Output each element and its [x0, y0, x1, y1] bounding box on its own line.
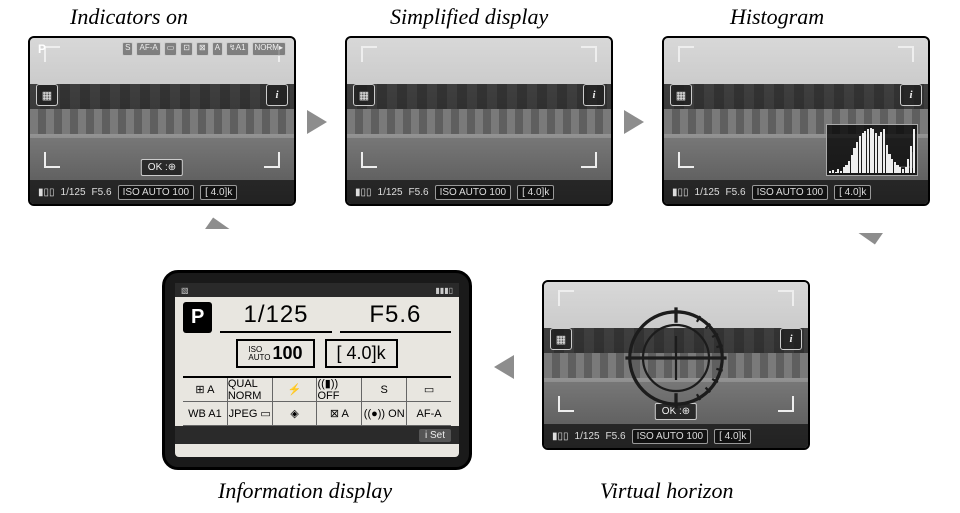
liveview-touch-icon: ▦ — [353, 84, 375, 106]
info-topstrip: ▧▮▮▮▯ — [175, 283, 459, 297]
info-grid-cell: AF-A — [407, 402, 451, 426]
liveview-touch-icon: ▦ — [670, 84, 692, 106]
label-indicators-on: Indicators on — [70, 4, 188, 30]
battery-icon: ▮▯▯ — [672, 187, 689, 198]
shutter-value: 1/125 — [61, 187, 86, 198]
label-simplified: Simplified display — [390, 4, 548, 30]
aperture-value: F5.6 — [726, 187, 746, 198]
label-info-display: Information display — [218, 478, 392, 504]
liveview-touch-icon: ▦ — [36, 84, 58, 106]
ok-indicator: OK :⊕ — [141, 159, 183, 176]
iso-box: ISO AUTO 100 — [435, 185, 512, 200]
battery-icon: ▮▯▯ — [552, 431, 569, 442]
info-grid-cell: ⚡ — [273, 378, 318, 402]
label-histogram: Histogram — [730, 4, 824, 30]
info-grid-cell: JPEG ▭ — [228, 402, 273, 426]
info-grid-cell: ((●)) ON — [362, 402, 407, 426]
screen-information-display: ▧▮▮▮▯ P 1/125 F5.6 ISOAUTO100 [ 4.0]k ⊞ AQUAL … — [162, 270, 472, 470]
screen-histogram: ▦ i ▮▯▯ 1/125 F5.6 ISO AUTO 100 [ 4.0]k — [662, 36, 930, 206]
info-mode: P — [183, 302, 212, 333]
info-shots: [ 4.0]k — [325, 339, 398, 368]
iso-box: ISO AUTO 100 — [752, 185, 829, 200]
iso-box: ISO AUTO 100 — [632, 429, 709, 444]
info-iso: ISOAUTO100 — [236, 339, 314, 368]
aperture-value: F5.6 — [409, 187, 429, 198]
virtual-horizon-gauge — [621, 303, 731, 413]
exposure-info-bar: ▮▯▯ 1/125 F5.6 ISO AUTO 100 [ 4.0]k — [347, 180, 611, 204]
info-grid-cell: ◈ — [273, 402, 318, 426]
info-grid-cell: ▭ — [407, 378, 451, 402]
arrow-ind-to-simp — [307, 110, 327, 134]
info-grid-cell: ((▮)) OFF — [317, 378, 362, 402]
liveview-touch-icon: ▦ — [550, 328, 572, 350]
shutter-value: 1/125 — [378, 187, 403, 198]
label-virtual-horizon: Virtual horizon — [600, 478, 733, 504]
arrow-simp-to-hist — [624, 110, 644, 134]
iso-box: ISO AUTO 100 — [118, 185, 195, 200]
arrow-hist-to-vh — [847, 214, 883, 245]
info-settings-grid: ⊞ AQUAL NORM⚡((▮)) OFFS▭ WB A1JPEG ▭◈⊠ A(… — [183, 376, 451, 426]
exposure-info-bar: ▮▯▯ 1/125 F5.6 ISO AUTO 100 [ 4.0]k — [544, 424, 808, 448]
battery-icon: ▮▯▯ — [355, 187, 372, 198]
arrow-info-to-ind — [205, 218, 241, 249]
histogram-panel — [826, 124, 918, 176]
shots-remaining: [ 4.0]k — [834, 185, 871, 200]
info-i-icon: i — [266, 84, 288, 106]
info-i-icon: i — [900, 84, 922, 106]
battery-icon: ▮▯▯ — [38, 187, 55, 198]
info-grid-cell: QUAL NORM — [228, 378, 273, 402]
shutter-value: 1/125 — [575, 431, 600, 442]
shots-remaining: [ 4.0]k — [200, 185, 237, 200]
shutter-value: 1/125 — [695, 187, 720, 198]
info-grid-cell: ⊞ A — [183, 378, 228, 402]
shots-remaining: [ 4.0]k — [517, 185, 554, 200]
info-shutter: 1/125 — [220, 301, 331, 333]
arrow-vh-to-info — [494, 355, 514, 379]
screen-indicators-on: ▦iPSAF-A▭⊡⊠A↯A1NORM▸OK :⊕▮▯▯1/125F5.6ISO… — [28, 36, 296, 206]
exposure-info-bar: ▮▯▯ 1/125 F5.6 ISO AUTO 100 [ 4.0]k — [30, 180, 294, 204]
shots-remaining: [ 4.0]k — [714, 429, 751, 444]
info-i-icon: i — [583, 84, 605, 106]
screen-simplified: ▦ i ▮▯▯ 1/125 F5.6 ISO AUTO 100 [ 4.0]k — [345, 36, 613, 206]
aperture-value: F5.6 — [92, 187, 112, 198]
info-set-button: i Set — [419, 429, 451, 442]
info-aperture: F5.6 — [340, 301, 451, 333]
screen-virtual-horizon: ▦iOK :⊕▮▯▯1/125F5.6ISO AUTO 100[ 4.0]k — [542, 280, 810, 450]
exposure-info-bar: ▮▯▯ 1/125 F5.6 ISO AUTO 100 [ 4.0]k — [664, 180, 928, 204]
aperture-value: F5.6 — [606, 431, 626, 442]
info-i-icon: i — [780, 328, 802, 350]
info-grid-cell: ⊠ A — [317, 402, 362, 426]
info-grid-cell: S — [362, 378, 407, 402]
info-grid-cell: WB A1 — [183, 402, 228, 426]
top-indicator-row: SAF-A▭⊡⊠A↯A1NORM▸ — [38, 42, 286, 56]
